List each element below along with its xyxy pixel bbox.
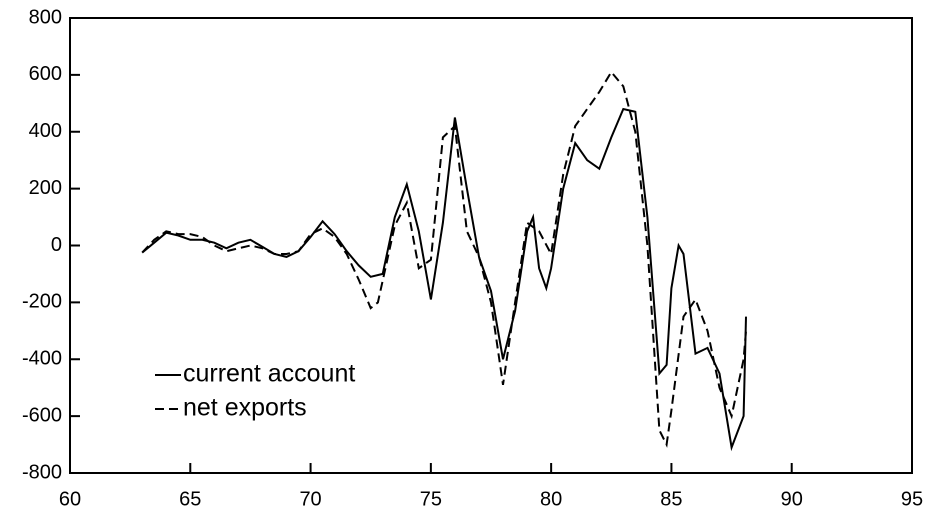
series-line: [141, 70, 747, 448]
y-tick-label: 600: [29, 63, 62, 85]
y-tick-label: -600: [22, 404, 62, 426]
series-line: [141, 107, 747, 452]
x-tick-label: 85: [660, 488, 682, 510]
x-tick-label: 75: [420, 488, 442, 510]
legend-label: net exports: [183, 394, 307, 422]
legend-label: current account: [183, 360, 355, 388]
y-tick-label: 800: [29, 6, 62, 28]
x-tick-label: 70: [299, 488, 321, 510]
x-tick-label: 60: [59, 488, 81, 510]
x-tick-label: 80: [540, 488, 562, 510]
y-tick-label: -800: [22, 461, 62, 483]
y-tick-label: 400: [29, 120, 62, 142]
y-tick-label: 0: [51, 234, 62, 256]
y-tick-label: 200: [29, 177, 62, 199]
x-tick-label: 90: [781, 488, 803, 510]
x-tick-label: 95: [901, 488, 923, 510]
y-tick-label: -200: [22, 291, 62, 313]
y-tick-label: -400: [22, 348, 62, 370]
x-tick-label: 65: [179, 488, 201, 510]
